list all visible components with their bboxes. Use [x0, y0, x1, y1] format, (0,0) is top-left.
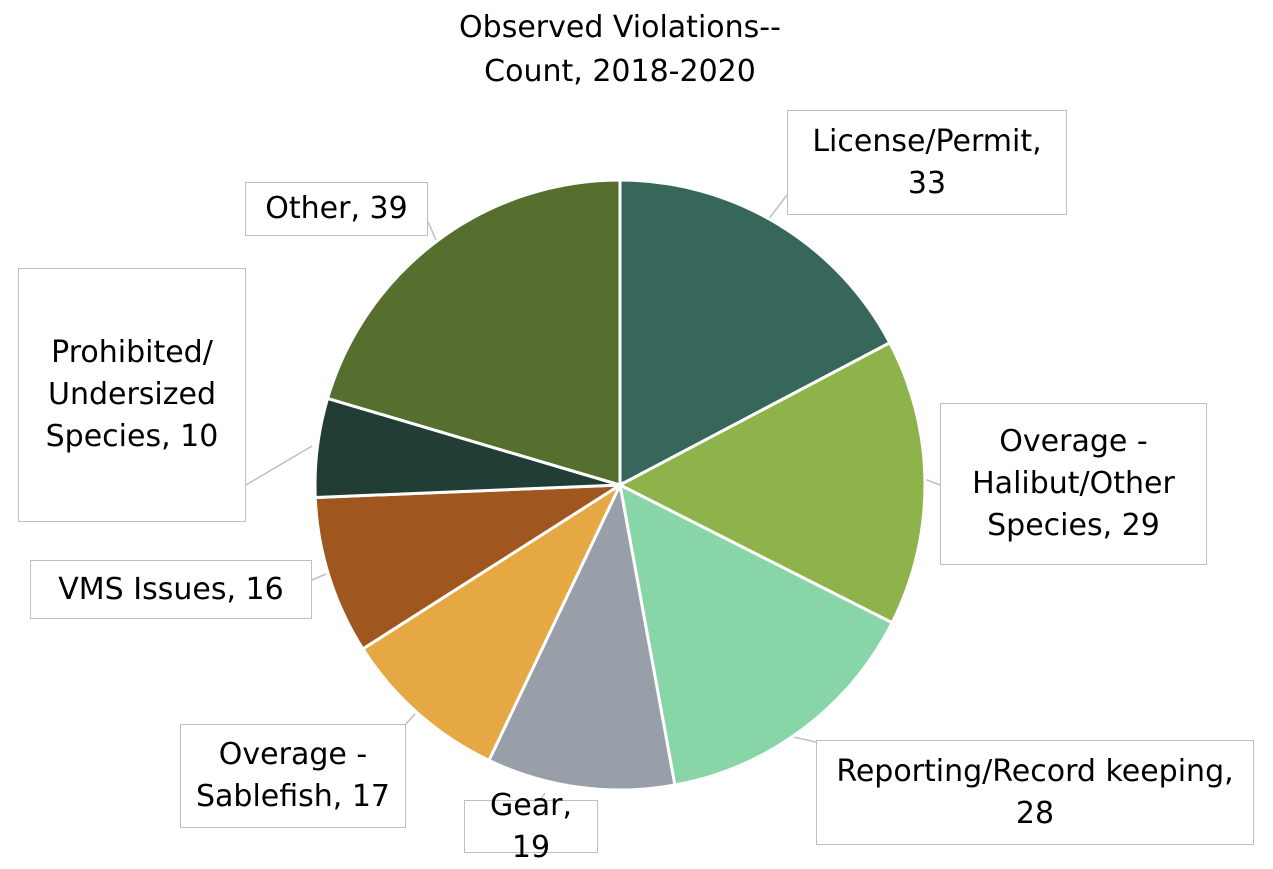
- data-label: Overage - Sablefish, 17: [180, 724, 406, 828]
- data-label: Other, 39: [245, 182, 428, 236]
- data-label: License/Permit, 33: [787, 110, 1067, 215]
- data-label: Overage - Halibut/Other Species, 29: [940, 403, 1207, 565]
- leader-line: [245, 445, 313, 486]
- data-label: Gear, 19: [464, 788, 598, 865]
- data-label: Prohibited/ Undersized Species, 10: [18, 268, 246, 522]
- pie-slice: [360, 480, 624, 763]
- pie-slice: [325, 178, 622, 488]
- leader-line: [405, 713, 416, 725]
- leader-line: [311, 573, 327, 581]
- data-label: Reporting/Record keeping, 28: [816, 740, 1254, 845]
- pie: [313, 178, 927, 792]
- leader-line: [539, 792, 546, 801]
- pie-slice: [618, 178, 892, 488]
- data-label: VMS Issues, 16: [30, 560, 312, 619]
- pie-slice: [616, 340, 927, 625]
- pie-slice: [617, 482, 895, 787]
- pie-slice: [313, 483, 626, 652]
- chart-title: Observed Violations-- Count, 2018-2020: [459, 10, 781, 89]
- leader-line: [767, 194, 788, 221]
- leader-line: [427, 221, 437, 241]
- pie-slice: [486, 480, 677, 792]
